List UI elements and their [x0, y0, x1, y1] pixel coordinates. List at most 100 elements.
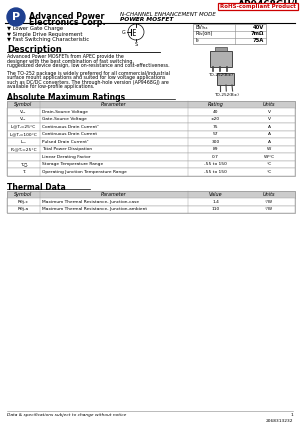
Text: 7mΩ: 7mΩ	[250, 31, 264, 36]
Text: V: V	[268, 117, 271, 121]
Text: RoHS-compliant Product: RoHS-compliant Product	[220, 3, 296, 8]
Text: AP9468GH/J: AP9468GH/J	[238, 0, 298, 9]
Bar	[7, 168, 295, 176]
Bar	[7, 138, 295, 145]
Text: Description: Description	[7, 45, 62, 54]
Text: A: A	[268, 132, 271, 136]
Text: Parameter: Parameter	[101, 192, 127, 197]
Text: 40V: 40V	[253, 25, 264, 29]
Text: W: W	[267, 147, 271, 151]
Text: TO-252(B±): TO-252(B±)	[214, 93, 239, 97]
Bar	[218, 3, 298, 9]
Bar	[215, 47, 227, 51]
Bar	[7, 198, 295, 206]
Text: S: S	[134, 42, 138, 47]
Bar	[7, 190, 295, 213]
Text: ruggedized device design, low on-resistance and cost-effectiveness.: ruggedized device design, low on-resista…	[7, 63, 169, 68]
Text: V: V	[268, 110, 271, 114]
Text: Absolute Maximum Ratings: Absolute Maximum Ratings	[7, 93, 125, 102]
Text: ▼ Lower Gate Charge: ▼ Lower Gate Charge	[7, 26, 63, 31]
Text: such as DC/DC converters. The through-hole version (AP9468GJ) are: such as DC/DC converters. The through-ho…	[7, 79, 169, 85]
Text: Drain-Source Voltage: Drain-Source Voltage	[42, 110, 88, 114]
Bar	[210, 51, 232, 67]
Bar	[217, 73, 234, 85]
Text: 1.4: 1.4	[212, 200, 219, 204]
Text: 75: 75	[213, 125, 218, 129]
Text: Continuous Drain Current¹: Continuous Drain Current¹	[42, 125, 99, 129]
Text: Tⱼ: Tⱼ	[22, 170, 25, 174]
Text: ±20: ±20	[211, 117, 220, 121]
Text: P: P	[12, 12, 20, 22]
Text: 75A: 75A	[253, 38, 264, 43]
Text: Rθj-c: Rθj-c	[18, 200, 29, 204]
Text: Operating Junction Temperature Range: Operating Junction Temperature Range	[42, 170, 127, 174]
Text: 1: 1	[290, 413, 293, 417]
Text: Pulsed Drain Current¹: Pulsed Drain Current¹	[42, 140, 89, 144]
Text: °/W: °/W	[265, 207, 273, 211]
Text: Maximum Thermal Resistance, Junction-ambient: Maximum Thermal Resistance, Junction-amb…	[42, 207, 147, 211]
Text: designer with the best combination of fast switching,: designer with the best combination of fa…	[7, 59, 134, 63]
Bar	[7, 123, 295, 130]
Text: G: G	[121, 29, 125, 34]
Text: Value: Value	[209, 192, 222, 197]
Text: Units: Units	[263, 192, 275, 197]
Text: Maximum Thermal Resistance, Junction-case: Maximum Thermal Resistance, Junction-cas…	[42, 200, 139, 204]
Text: Rθj-a: Rθj-a	[18, 207, 29, 211]
Text: A: A	[268, 125, 271, 129]
Text: 110: 110	[212, 207, 220, 211]
Text: V₉ₛ: V₉ₛ	[20, 117, 27, 121]
Bar	[7, 190, 295, 198]
Text: Units: Units	[263, 102, 275, 107]
Text: Data & specifications subject to change without notice: Data & specifications subject to change …	[7, 413, 126, 417]
Text: The TO-252 package is widely preferred for all commercial/industrial: The TO-252 package is widely preferred f…	[7, 71, 170, 76]
Text: P₉@Tⱼ=25°C: P₉@Tⱼ=25°C	[10, 147, 37, 151]
Circle shape	[7, 8, 25, 26]
Bar	[7, 153, 295, 161]
Text: R₉ₛ(on): R₉ₛ(on)	[195, 31, 212, 36]
Text: -55 to 150: -55 to 150	[204, 162, 227, 166]
Bar	[7, 206, 295, 213]
Text: ▼ Simple Drive Requirement: ▼ Simple Drive Requirement	[7, 31, 82, 37]
Text: POWER MOSFET: POWER MOSFET	[120, 17, 173, 22]
Text: I₉@Tⱼ=100°C: I₉@Tⱼ=100°C	[10, 132, 38, 136]
Text: I₉ₘ: I₉ₘ	[21, 140, 26, 144]
Text: BV₉ₛₛ: BV₉ₛₛ	[195, 25, 208, 29]
Bar	[7, 100, 295, 176]
Text: Total Power Dissipation: Total Power Dissipation	[42, 147, 92, 151]
Text: Linear Derating Factor: Linear Derating Factor	[42, 155, 91, 159]
Text: Tₛ₞ₗ: Tₛ₞ₗ	[20, 162, 27, 166]
Text: 300: 300	[212, 140, 220, 144]
Text: D: D	[134, 17, 138, 22]
Text: °C: °C	[266, 170, 272, 174]
Text: °C: °C	[266, 162, 272, 166]
Text: available for low-profile applications.: available for low-profile applications.	[7, 84, 94, 89]
Text: I₉@Tⱼ=25°C: I₉@Tⱼ=25°C	[11, 125, 36, 129]
Text: N-CHANNEL ENHANCEMENT MODE: N-CHANNEL ENHANCEMENT MODE	[120, 12, 216, 17]
Text: 40: 40	[213, 110, 218, 114]
Bar	[7, 100, 295, 108]
Text: Advanced Power MOSFETs from APEC provide the: Advanced Power MOSFETs from APEC provide…	[7, 54, 124, 59]
Text: A: A	[268, 140, 271, 144]
Text: 0.7: 0.7	[212, 155, 219, 159]
Text: W/°C: W/°C	[263, 155, 274, 159]
Text: 57: 57	[213, 132, 218, 136]
Text: 89: 89	[213, 147, 218, 151]
Text: Storage Temperature Range: Storage Temperature Range	[42, 162, 103, 166]
Text: Advanced Power: Advanced Power	[29, 12, 104, 21]
Text: -55 to 150: -55 to 150	[204, 170, 227, 174]
Text: °/W: °/W	[265, 200, 273, 204]
Bar	[7, 108, 295, 116]
Bar	[7, 116, 295, 123]
Text: Thermal Data: Thermal Data	[7, 182, 66, 192]
Text: Symbol: Symbol	[14, 102, 33, 107]
Text: surface mount applications and suited for low voltage applications: surface mount applications and suited fo…	[7, 75, 165, 80]
Bar	[193, 24, 266, 44]
Bar	[7, 161, 295, 168]
Bar	[7, 130, 295, 138]
Text: Symbol: Symbol	[14, 192, 33, 197]
Text: Parameter: Parameter	[101, 102, 127, 107]
Text: 2068313232: 2068313232	[266, 419, 293, 423]
Text: V₉ₛ: V₉ₛ	[20, 110, 27, 114]
Text: I₉: I₉	[195, 38, 199, 43]
Text: Gate-Source Voltage: Gate-Source Voltage	[42, 117, 87, 121]
